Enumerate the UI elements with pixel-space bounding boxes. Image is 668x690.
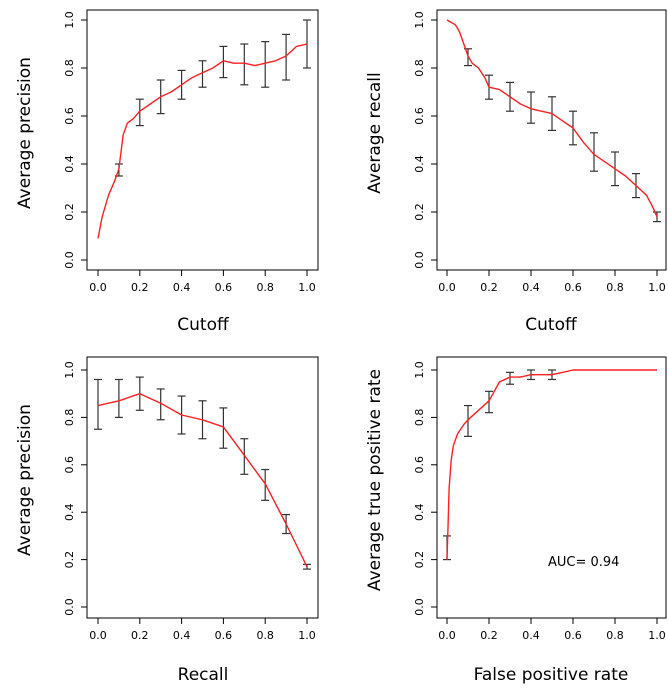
panel-precision-vs-recall: Recall Average precision 0.0 0.2 0.4 0.6 0.8… xyxy=(15,356,319,685)
y-tick-label: 0.8 xyxy=(63,59,76,77)
x-tick-label: 0.4 xyxy=(173,629,191,642)
x-tick-label: 0.0 xyxy=(89,281,107,294)
error-bar xyxy=(240,43,249,86)
y-tick-label: 0.6 xyxy=(413,107,426,125)
panel-precision-vs-cutoff: Cutoff Average precision 0.0 0.2 0.4 0.6 0.8… xyxy=(15,9,319,335)
error-bar xyxy=(303,563,311,570)
x-tick-label: 0.6 xyxy=(215,281,233,294)
y-tick-label: 1.0 xyxy=(63,11,76,29)
x-tick-label: 0.2 xyxy=(480,281,498,294)
error-bar xyxy=(94,378,102,430)
x-tick-label: 0.4 xyxy=(522,629,540,642)
x-tick-label: 0.4 xyxy=(173,281,191,294)
error-bar xyxy=(156,388,165,421)
y-axis-title: Average precision xyxy=(15,57,35,209)
y-tick-label: 0.8 xyxy=(413,409,426,427)
series-line xyxy=(97,393,308,568)
y-tick-label: 0.0 xyxy=(63,598,76,616)
y-tick-label: 0.4 xyxy=(63,503,76,521)
y-tick-label: 1.0 xyxy=(63,361,76,379)
error-bar xyxy=(527,91,535,124)
y-tick-label: 0.6 xyxy=(63,107,76,125)
y-tick-label: 0.0 xyxy=(413,598,426,616)
error-bar xyxy=(135,98,144,127)
y-tick-label: 0.2 xyxy=(63,203,76,221)
panel-roc-curve: False positive rate Average true positiv… xyxy=(365,356,667,685)
x-tick-label: 0.8 xyxy=(606,281,624,294)
plot-frame xyxy=(86,9,319,271)
error-bar xyxy=(506,371,514,385)
x-tick-label: 0.2 xyxy=(131,629,149,642)
x-tick-label: 0.8 xyxy=(256,281,274,294)
y-tick-label: 0.8 xyxy=(413,59,426,77)
series-line xyxy=(446,369,657,560)
x-tick-label: 0.6 xyxy=(215,629,233,642)
auc-annotation: AUC= 0.94 xyxy=(548,555,619,570)
x-tick-label: 0.0 xyxy=(89,629,107,642)
error-bar xyxy=(114,378,123,418)
x-tick-label: 1.0 xyxy=(298,629,316,642)
x-axis-title: Cutoff xyxy=(525,315,578,335)
panel-recall-vs-cutoff: Cutoff Average recall 0.0 0.2 0.4 0.6 0.8 1.0… xyxy=(365,9,667,335)
series-line xyxy=(446,19,658,218)
x-axis-title: Cutoff xyxy=(177,315,230,335)
y-tick-label: 0.2 xyxy=(413,551,426,569)
y-tick-label: 0.6 xyxy=(63,456,76,474)
error-bar xyxy=(485,390,493,414)
plot-frame xyxy=(436,356,667,619)
x-tick-label: 0.0 xyxy=(438,281,456,294)
error-bar xyxy=(219,45,228,79)
x-tick-label: 0.8 xyxy=(256,629,274,642)
y-tick-label: 0.2 xyxy=(413,203,426,221)
y-tick-label: 1.0 xyxy=(413,11,426,29)
y-axis-title: Average true positive rate xyxy=(365,369,385,591)
y-tick-label: 0.4 xyxy=(413,155,426,173)
y-tick-label: 0.8 xyxy=(63,409,76,427)
error-bar xyxy=(261,40,270,88)
x-axis-title: False positive rate xyxy=(474,665,629,685)
x-tick-label: 0.4 xyxy=(522,281,540,294)
y-tick-label: 0.2 xyxy=(63,551,76,569)
error-bar xyxy=(282,33,291,81)
x-tick-label: 1.0 xyxy=(298,281,316,294)
y-tick-label: 0.0 xyxy=(63,251,76,269)
x-tick-label: 0.2 xyxy=(131,281,149,294)
y-tick-label: 0.0 xyxy=(413,251,426,269)
series-line xyxy=(97,43,308,239)
error-bar xyxy=(464,404,472,437)
plot-frame xyxy=(86,356,319,619)
error-bar xyxy=(590,132,598,172)
y-axis-title: Average recall xyxy=(365,72,385,194)
x-tick-label: 0.0 xyxy=(438,629,456,642)
x-axis-title: Recall xyxy=(178,665,229,685)
x-tick-label: 0.6 xyxy=(564,629,582,642)
x-tick-label: 0.6 xyxy=(564,281,582,294)
error-bar xyxy=(240,438,249,475)
error-bar xyxy=(198,60,207,88)
x-tick-label: 1.0 xyxy=(648,629,666,642)
x-tick-label: 0.2 xyxy=(480,629,498,642)
y-tick-label: 0.6 xyxy=(413,456,426,474)
y-tick-label: 0.4 xyxy=(413,503,426,521)
x-tick-label: 0.8 xyxy=(606,629,624,642)
y-tick-label: 1.0 xyxy=(413,361,426,379)
y-tick-label: 0.4 xyxy=(63,155,76,173)
x-tick-label: 1.0 xyxy=(648,281,666,294)
y-axis-title: Average precision xyxy=(15,404,35,556)
